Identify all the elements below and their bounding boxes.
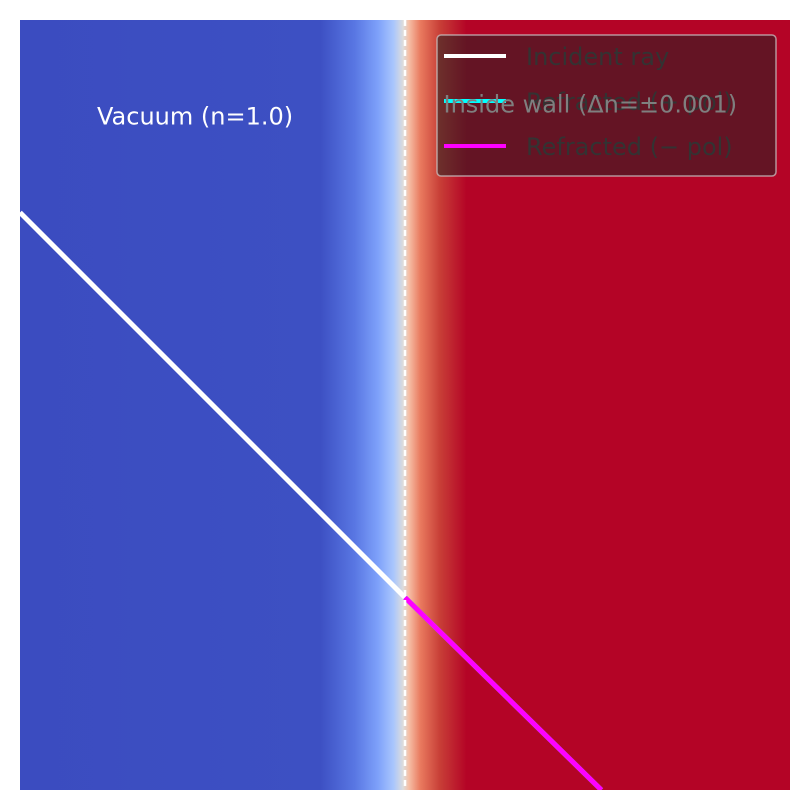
- refracted-minus-pol-line: [403, 595, 604, 790]
- legend-label-incident: Incident ray: [526, 43, 669, 71]
- inside-wall-annotation: Inside wall (Δn=±0.001): [444, 91, 738, 119]
- legend-box: [436, 34, 777, 177]
- legend: Incident ray Refracted (+ pol) Refracted…: [436, 34, 777, 177]
- legend-label-refracted-minus: Refracted (− pol): [526, 133, 733, 161]
- incident-ray-line: [20, 210, 407, 600]
- legend-label-refracted-plus: Refracted (+ pol): [526, 88, 733, 116]
- vacuum-annotation: Vacuum (n=1.0): [97, 102, 293, 130]
- ray-lines: [20, 210, 604, 790]
